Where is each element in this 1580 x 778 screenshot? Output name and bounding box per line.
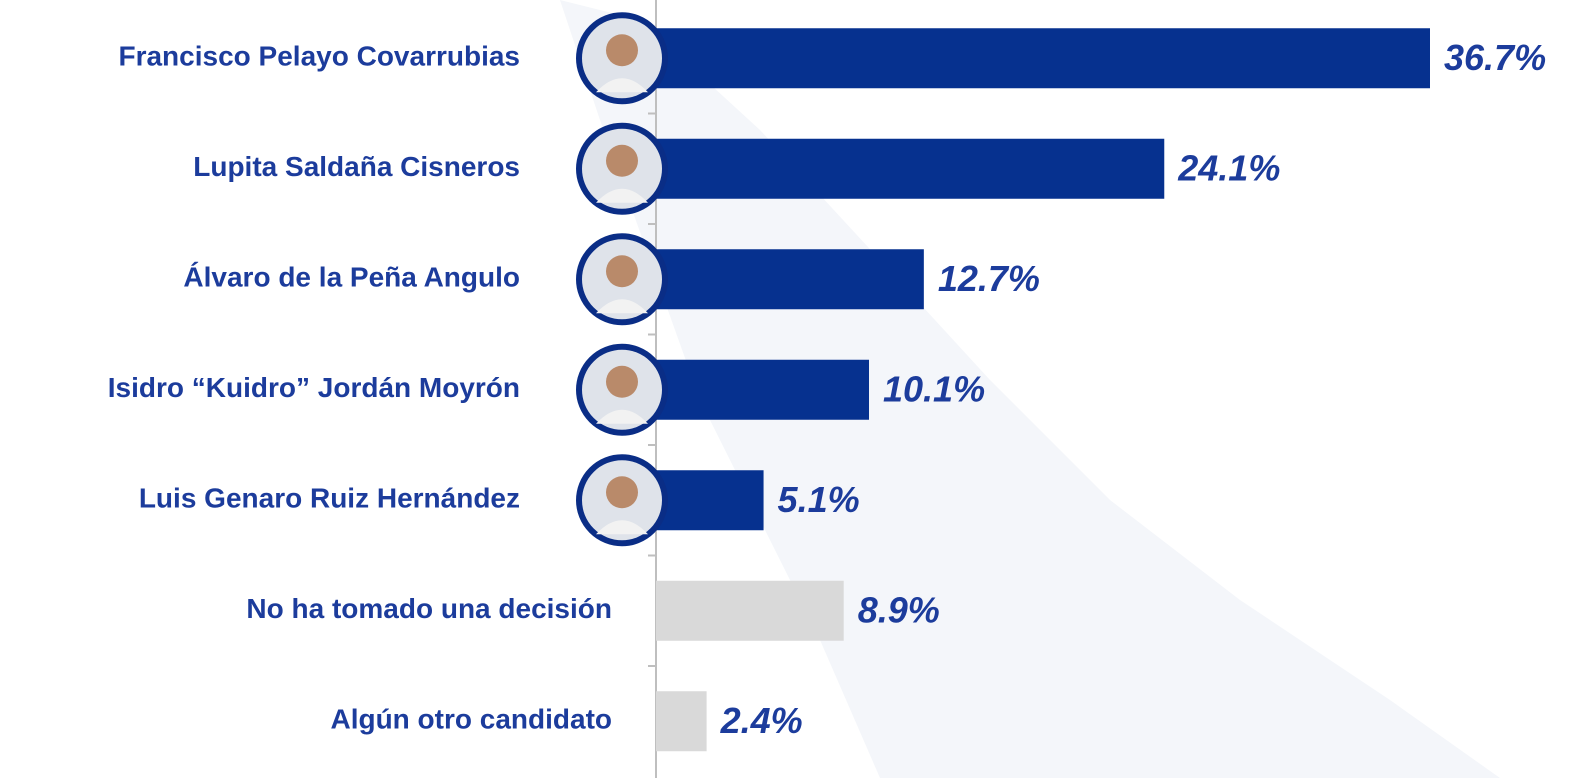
category-label: Algún otro candidato	[330, 704, 612, 735]
category-label: Francisco Pelayo Covarrubias	[118, 41, 520, 72]
value-label: 5.1%	[778, 479, 860, 520]
photo-head	[606, 365, 638, 398]
photo-head	[606, 34, 638, 67]
photo-body	[596, 520, 648, 535]
bar	[656, 580, 844, 641]
photo-body	[596, 299, 648, 314]
category-label: Lupita Saldaña Cisneros	[193, 151, 520, 182]
category-label: No ha tomado una decisión	[246, 593, 612, 624]
photo-body	[596, 188, 648, 203]
candidate-photo	[576, 122, 668, 215]
bar	[656, 359, 870, 420]
photo-head	[606, 144, 638, 177]
photo-head	[606, 255, 638, 288]
photo-head	[606, 476, 638, 509]
value-label: 2.4%	[720, 700, 803, 741]
bar	[656, 138, 1165, 199]
photo-body	[596, 409, 648, 424]
bar	[656, 470, 764, 531]
value-label: 10.1%	[883, 368, 985, 409]
candidate-photo	[576, 233, 668, 326]
value-label: 36.7%	[1444, 37, 1546, 78]
value-label: 12.7%	[938, 258, 1040, 299]
bar	[656, 691, 707, 752]
value-label: 24.1%	[1177, 147, 1280, 188]
bar	[656, 249, 924, 310]
category-label: Álvaro de la Peña Angulo	[183, 262, 520, 293]
photo-body	[596, 78, 648, 93]
value-label: 8.9%	[858, 589, 940, 630]
candidate-photo	[576, 454, 668, 547]
candidate-photo	[576, 12, 668, 105]
bar	[656, 28, 1430, 89]
category-label: Luis Genaro Ruiz Hernández	[139, 483, 520, 514]
candidate-photo	[576, 343, 668, 436]
category-label: Isidro “Kuidro” Jordán Moyrón	[108, 372, 520, 403]
